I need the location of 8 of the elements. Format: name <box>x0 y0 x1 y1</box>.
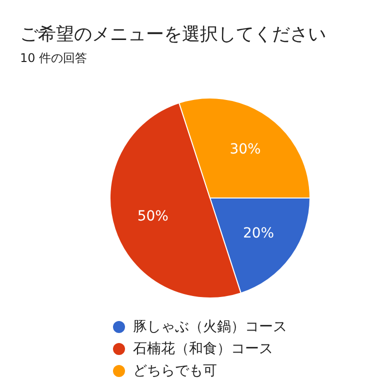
data-label: 50% <box>137 208 168 225</box>
data-label: 30% <box>230 141 261 158</box>
legend-label: どちらでも可 <box>133 362 217 381</box>
legend-label: 石楠花（和食）コース <box>133 340 273 359</box>
legend-label: 豚しゃぶ（火鍋）コース <box>133 318 287 337</box>
chart-subtitle: 10 件の回答 <box>20 50 88 67</box>
chart-title: ご希望のメニューを選択してください <box>20 23 326 46</box>
data-label: 20% <box>242 225 274 242</box>
